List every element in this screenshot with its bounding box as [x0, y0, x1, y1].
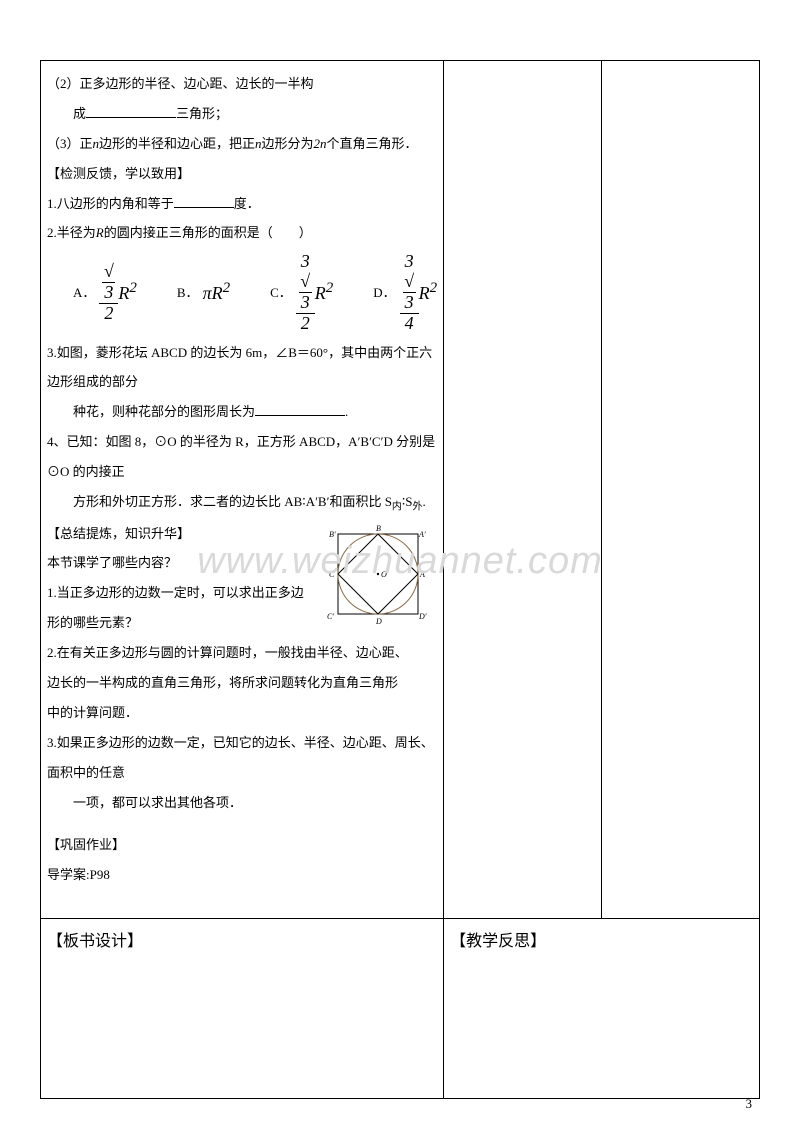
text: .: [345, 404, 348, 419]
text: ∶S: [402, 494, 413, 509]
table-row: 【板书设计】 【教学反思】: [41, 918, 760, 1098]
radicand: 3: [299, 292, 312, 313]
blank-underline: [174, 195, 234, 208]
blank-underline: [86, 105, 176, 118]
section-heading: 【检测反馈，学以致用】: [47, 159, 437, 189]
option-b: B． πR2: [177, 271, 230, 314]
option-label: C．: [270, 278, 292, 308]
option-label: A．: [73, 278, 95, 308]
label-cp: C′: [327, 612, 334, 621]
denominator: 4: [400, 314, 419, 334]
text: 2.半径为: [47, 225, 96, 240]
fraction: 33 2: [296, 252, 315, 333]
label-b: B: [376, 524, 381, 533]
text-line: （2）正多边形的半径、边心距、边长的一半构: [47, 69, 437, 99]
text-line: 成 三角形；: [47, 99, 437, 129]
r-squared: R2: [118, 271, 137, 314]
label-c: C: [329, 570, 335, 579]
text: 三角形；: [176, 106, 228, 121]
radicand: 3: [403, 292, 416, 313]
pi-r-squared: πR2: [203, 271, 231, 314]
subscript: 内: [392, 502, 402, 513]
label-ap: A′: [418, 530, 426, 539]
denominator: 2: [99, 304, 118, 324]
sqrt-icon: 3: [299, 272, 312, 313]
option-label: B．: [177, 278, 199, 308]
variable-2n: 2n: [314, 136, 327, 151]
subscript: 外: [413, 502, 423, 513]
option-a: A． 3 2 R2: [73, 262, 137, 323]
option-c: C． 33 2 R2: [270, 252, 333, 333]
section-heading: 【巩固作业】: [47, 830, 437, 860]
section-heading: 【板书设计】: [47, 933, 143, 950]
fraction: 3 2: [99, 262, 118, 323]
text-line: 3.如果正多边形的边数一定，已知它的边长、半径、边心距、周长、面积中的任意: [47, 728, 437, 788]
label-d: D: [375, 617, 382, 626]
fraction: 33 4: [400, 252, 419, 333]
text: 的圆内接正三角形的面积是（ ）: [104, 225, 312, 240]
sqrt-icon: 3: [403, 272, 416, 313]
reflection-cell: 【教学反思】: [444, 918, 760, 1098]
question-1: 1.八边形的内角和等于 度．: [47, 189, 437, 219]
spacer: [47, 890, 437, 910]
text: 成: [73, 106, 86, 121]
page: www.weizhuannet.com （2）正多边形的半径、边心距、边长的一半…: [0, 0, 800, 1132]
r-squared: R2: [419, 271, 438, 314]
options-row: A． 3 2 R2 B． πR2 C． 3 3: [47, 252, 437, 333]
text: .: [423, 494, 426, 509]
board-design-cell: 【板书设计】: [41, 918, 444, 1098]
text: 个直角三角形．: [327, 136, 418, 151]
spacer: [47, 817, 437, 830]
text: （2）正多边形的半径、边心距、边长的一半构: [47, 76, 314, 91]
text: 边形的半径和边心距，把正: [99, 136, 255, 151]
label-o: O: [381, 570, 387, 579]
label-bp: B′: [329, 530, 336, 539]
label-dp: D′: [418, 612, 427, 621]
section-heading: 【教学反思】: [450, 933, 546, 950]
sqrt-icon: 3: [102, 262, 115, 303]
center-dot: [377, 572, 379, 574]
page-number: 3: [746, 1096, 753, 1112]
blank-underline: [255, 403, 345, 416]
question-3: 3.如图，菱形花坛 ABCD 的边长为 6m，∠B＝60°，其中由两个正六边形组…: [47, 338, 437, 398]
option-label: D．: [373, 278, 395, 308]
label-a: A: [419, 570, 425, 579]
denominator: 2: [296, 314, 315, 334]
text-line: 方形和外切正方形．求二者的边长比 AB∶A′B′和面积比 S内∶S外.: [47, 487, 437, 519]
text-line: 中的计算问题．: [47, 698, 437, 728]
text-line: 一项，都可以求出其他各项．: [47, 788, 437, 818]
table-row: （2）正多边形的半径、边心距、边长的一半构 成 三角形； （3）正n边形的半径和边…: [41, 61, 760, 919]
text-line: 边长的一半构成的直角三角形，将所求问题转化为直角三角形: [47, 668, 437, 698]
text: 度．: [234, 196, 260, 211]
main-table: （2）正多边形的半径、边心距、边长的一半构 成 三角形； （3）正n边形的半径和边…: [40, 60, 760, 1099]
r-squared: R2: [315, 271, 334, 314]
side-cell: [602, 61, 760, 919]
text-line: （3）正n边形的半径和边心距，把正n边形分为2n个直角三角形．: [47, 129, 437, 159]
question-2: 2.半径为R的圆内接正三角形的面积是（ ）: [47, 218, 437, 248]
main-content-cell: （2）正多边形的半径、边心距、边长的一半构 成 三角形； （3）正n边形的半径和边…: [41, 61, 444, 919]
variable-R: R: [96, 225, 104, 240]
text-line: 种花，则种花部分的图形周长为.: [47, 397, 437, 427]
text: 种花，则种花部分的图形周长为: [73, 404, 255, 419]
text-line: 2.在有关正多边形与圆的计算问题时，一般找由半径、边心距、: [47, 638, 437, 668]
geometry-diagram: O A B C D A′ B′ C′ D′: [323, 519, 433, 629]
text: 1.八边形的内角和等于: [47, 196, 174, 211]
question-4: 4、已知：如图 8，⊙O 的半径为 R，正方形 ABCD，A′B′C′D 分别是…: [47, 427, 437, 487]
side-cell: [444, 61, 602, 919]
text: 方形和外切正方形．求二者的边长比 AB∶A′B′和面积比 S: [73, 494, 392, 509]
text: （3）正: [47, 136, 93, 151]
radicand: 3: [102, 282, 115, 303]
text: 边形分为: [262, 136, 314, 151]
text-line: 导学案:P98: [47, 860, 437, 890]
option-d: D． 33 4 R2: [373, 252, 437, 333]
